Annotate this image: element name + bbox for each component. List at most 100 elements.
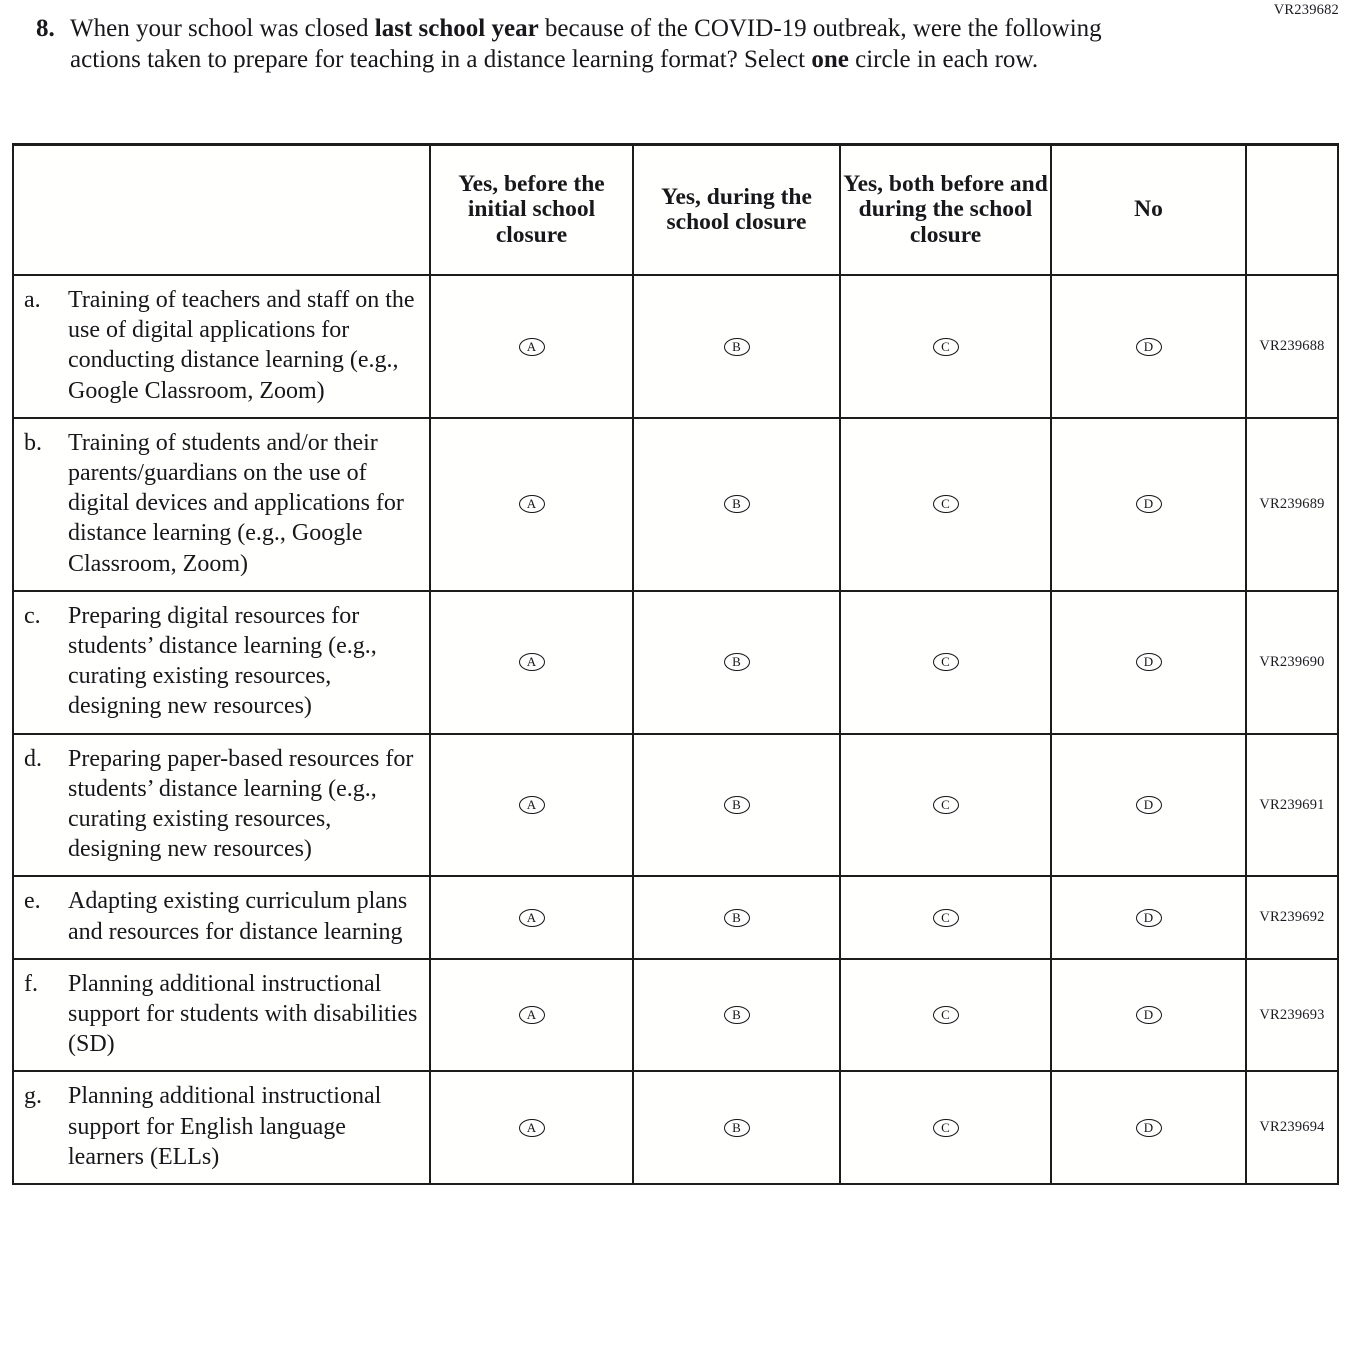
- bubble-letter: B: [732, 654, 741, 670]
- bubble-f-a[interactable]: A: [518, 1006, 545, 1025]
- bubble-a-a[interactable]: A: [518, 337, 545, 356]
- response-cell-a-option-d[interactable]: D: [1050, 274, 1247, 419]
- bubble-letter: A: [526, 496, 537, 512]
- item-label-e: Adapting existing curriculum plans and r…: [68, 888, 408, 945]
- bubble-letter: D: [1143, 909, 1154, 925]
- response-cell-e-option-d[interactable]: D: [1050, 875, 1247, 960]
- response-cell-d-option-c[interactable]: C: [839, 732, 1052, 878]
- response-cell-f-option-b[interactable]: B: [632, 957, 841, 1073]
- bubble-letter: A: [526, 654, 537, 670]
- response-cell-e-option-c[interactable]: C: [839, 875, 1052, 960]
- response-cell-g-option-a[interactable]: A: [429, 1070, 634, 1186]
- item-letter-a: a.: [24, 287, 41, 313]
- bubble-letter: C: [941, 1007, 950, 1023]
- vr-code-f: VR239693: [1245, 957, 1339, 1073]
- bubble-letter: D: [1143, 797, 1154, 813]
- header-option-a: Yes, before the initial school closure: [429, 143, 634, 276]
- question-emphasis-last-school-year: last school year: [374, 15, 539, 42]
- question-text-part1: When your school was closed: [70, 15, 375, 42]
- bubble-letter: B: [732, 1119, 741, 1135]
- question-number: 8.: [36, 15, 55, 42]
- bubble-d-a[interactable]: A: [518, 796, 545, 815]
- response-cell-c-option-b[interactable]: B: [632, 589, 841, 735]
- response-cell-g-option-b[interactable]: B: [632, 1070, 841, 1186]
- table-row: d. Preparing paper-based resources for s…: [12, 732, 1339, 878]
- bubble-letter: B: [732, 1007, 741, 1023]
- bubble-c-d[interactable]: D: [1135, 653, 1162, 672]
- bubble-letter: A: [526, 909, 537, 925]
- bubble-g-a[interactable]: A: [518, 1118, 545, 1137]
- response-cell-a-option-c[interactable]: C: [839, 274, 1052, 419]
- bubble-letter: D: [1143, 654, 1154, 670]
- bubble-a-b[interactable]: B: [723, 337, 750, 356]
- table-row: g. Planning additional instructional sup…: [12, 1070, 1339, 1186]
- item-letter-e: e.: [24, 888, 41, 915]
- response-cell-b-option-c[interactable]: C: [839, 416, 1052, 592]
- bubble-b-b[interactable]: B: [723, 495, 750, 514]
- bubble-g-c[interactable]: C: [932, 1118, 959, 1137]
- bubble-letter: B: [732, 797, 741, 813]
- response-cell-d-option-b[interactable]: B: [632, 732, 841, 878]
- bubble-g-d[interactable]: D: [1135, 1118, 1162, 1137]
- bubble-a-d[interactable]: D: [1135, 337, 1162, 356]
- bubble-letter: A: [526, 1119, 537, 1135]
- bubble-g-b[interactable]: B: [723, 1118, 750, 1137]
- bubble-letter: C: [941, 909, 950, 925]
- response-cell-b-option-a[interactable]: A: [429, 416, 634, 592]
- item-label-d: Preparing paper-based resources for stud…: [68, 745, 414, 863]
- bubble-a-c[interactable]: C: [932, 337, 959, 356]
- page-identifier-code: VR239682: [1273, 2, 1339, 18]
- bubble-letter: B: [732, 338, 741, 354]
- response-cell-f-option-d[interactable]: D: [1050, 957, 1247, 1073]
- response-cell-b-option-b[interactable]: B: [632, 416, 841, 592]
- bubble-letter: B: [732, 909, 741, 925]
- bubble-letter: C: [941, 1119, 950, 1135]
- response-cell-f-option-c[interactable]: C: [839, 957, 1052, 1073]
- item-cell-g: g. Planning additional instructional sup…: [12, 1070, 431, 1186]
- header-item-column: [12, 143, 431, 276]
- bubble-e-b[interactable]: B: [723, 908, 750, 927]
- response-cell-a-option-b[interactable]: B: [632, 274, 841, 419]
- response-cell-d-option-a[interactable]: A: [429, 732, 634, 878]
- bubble-d-c[interactable]: C: [932, 796, 959, 815]
- bubble-e-d[interactable]: D: [1135, 908, 1162, 927]
- bubble-f-c[interactable]: C: [932, 1006, 959, 1025]
- bubble-letter: D: [1143, 338, 1154, 354]
- bubble-b-d[interactable]: D: [1135, 495, 1162, 514]
- response-cell-c-option-c[interactable]: C: [839, 589, 1052, 735]
- vr-code-c: VR239690: [1245, 589, 1339, 735]
- response-cell-f-option-a[interactable]: A: [429, 957, 634, 1073]
- bubble-letter: D: [1143, 1007, 1154, 1023]
- bubble-e-a[interactable]: A: [518, 908, 545, 927]
- matrix-header: Yes, before the initial school closure Y…: [12, 143, 1339, 276]
- item-label-g: Planning additional instructional suppor…: [68, 1083, 382, 1170]
- response-cell-g-option-d[interactable]: D: [1050, 1070, 1247, 1186]
- header-option-c: Yes, both before and during the school c…: [839, 143, 1052, 276]
- bubble-letter: D: [1143, 496, 1154, 512]
- bubble-d-b[interactable]: B: [723, 796, 750, 815]
- response-cell-d-option-d[interactable]: D: [1050, 732, 1247, 878]
- bubble-f-d[interactable]: D: [1135, 1006, 1162, 1025]
- bubble-e-c[interactable]: C: [932, 908, 959, 927]
- response-cell-a-option-a[interactable]: A: [429, 274, 634, 419]
- bubble-c-b[interactable]: B: [723, 653, 750, 672]
- response-cell-e-option-b[interactable]: B: [632, 875, 841, 960]
- response-cell-c-option-d[interactable]: D: [1050, 589, 1247, 735]
- bubble-letter: C: [941, 654, 950, 670]
- response-cell-e-option-a[interactable]: A: [429, 875, 634, 960]
- response-cell-g-option-c[interactable]: C: [839, 1070, 1052, 1186]
- bubble-c-a[interactable]: A: [518, 653, 545, 672]
- response-cell-b-option-d[interactable]: D: [1050, 416, 1247, 592]
- bubble-letter: D: [1143, 1119, 1154, 1135]
- header-option-b: Yes, during the school closure: [632, 143, 841, 276]
- response-cell-c-option-a[interactable]: A: [429, 589, 634, 735]
- bubble-f-b[interactable]: B: [723, 1006, 750, 1025]
- bubble-d-d[interactable]: D: [1135, 796, 1162, 815]
- bubble-b-a[interactable]: A: [518, 495, 545, 514]
- response-matrix-table: Yes, before the initial school closure Y…: [12, 143, 1339, 1186]
- item-label-b: Training of students and/or their parent…: [68, 429, 404, 577]
- bubble-c-c[interactable]: C: [932, 653, 959, 672]
- item-cell-f: f. Planning additional instructional sup…: [12, 957, 431, 1073]
- bubble-b-c[interactable]: C: [932, 495, 959, 514]
- bubble-letter: A: [526, 338, 537, 354]
